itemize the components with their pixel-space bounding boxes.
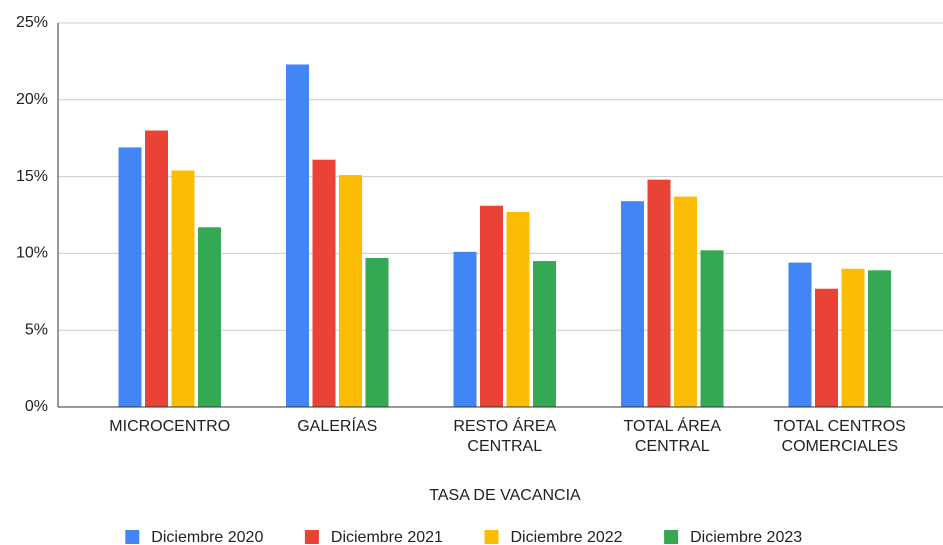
y-tick-label: 20% bbox=[16, 91, 48, 108]
bar bbox=[647, 179, 671, 407]
x-tick-label: TOTAL CENTROS COMERCIALES bbox=[773, 418, 906, 455]
bar bbox=[365, 258, 389, 407]
bar bbox=[118, 147, 142, 407]
bar bbox=[198, 227, 221, 407]
y-tick-label: 15% bbox=[16, 168, 48, 185]
bar bbox=[815, 288, 838, 407]
legend-swatch bbox=[304, 530, 319, 544]
bar bbox=[841, 268, 865, 407]
bar bbox=[286, 64, 309, 408]
legend-label: Diciembre 2023 bbox=[690, 529, 802, 545]
legend-label: Diciembre 2022 bbox=[511, 529, 623, 545]
bar bbox=[868, 270, 891, 407]
x-axis-title: TASA DE VACANCIA bbox=[429, 487, 581, 504]
legend-label: Diciembre 2020 bbox=[151, 529, 263, 545]
bar bbox=[145, 130, 168, 407]
bar bbox=[480, 205, 503, 407]
x-tick-label: GALERÍAS bbox=[297, 418, 378, 435]
bar bbox=[621, 201, 644, 407]
y-tick-label: 10% bbox=[16, 245, 48, 262]
bar bbox=[506, 211, 530, 407]
legend-label: Diciembre 2021 bbox=[331, 529, 443, 545]
x-tick-label: RESTO ÁREA CENTRAL bbox=[453, 418, 557, 455]
legend-swatch bbox=[664, 530, 679, 544]
bar bbox=[700, 250, 724, 407]
bar bbox=[453, 251, 477, 407]
legend-swatch bbox=[484, 530, 499, 544]
bar bbox=[788, 262, 812, 407]
y-tick-label: 0% bbox=[25, 398, 48, 415]
legend-swatch bbox=[125, 530, 140, 544]
y-tick-label: 25% bbox=[16, 14, 48, 31]
x-tick-label: MICROCENTRO bbox=[109, 418, 231, 435]
bar bbox=[674, 196, 697, 407]
bar bbox=[533, 261, 556, 407]
bar bbox=[312, 159, 336, 407]
x-tick-label: TOTAL ÁREA CENTRAL bbox=[623, 418, 721, 455]
y-tick-label: 5% bbox=[25, 321, 48, 338]
bar bbox=[339, 175, 362, 407]
bar bbox=[171, 170, 195, 407]
